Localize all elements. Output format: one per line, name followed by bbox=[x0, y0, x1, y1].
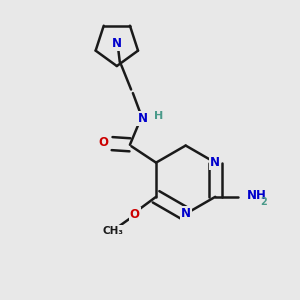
Text: N: N bbox=[181, 207, 191, 220]
Text: 2: 2 bbox=[260, 197, 267, 207]
Text: N: N bbox=[137, 112, 147, 125]
Text: N: N bbox=[112, 37, 122, 50]
Text: N: N bbox=[210, 156, 220, 169]
Text: CH₃: CH₃ bbox=[103, 226, 124, 236]
Text: O: O bbox=[130, 208, 140, 220]
Text: O: O bbox=[98, 136, 108, 149]
Text: H: H bbox=[154, 111, 163, 121]
Text: NH: NH bbox=[247, 189, 266, 202]
